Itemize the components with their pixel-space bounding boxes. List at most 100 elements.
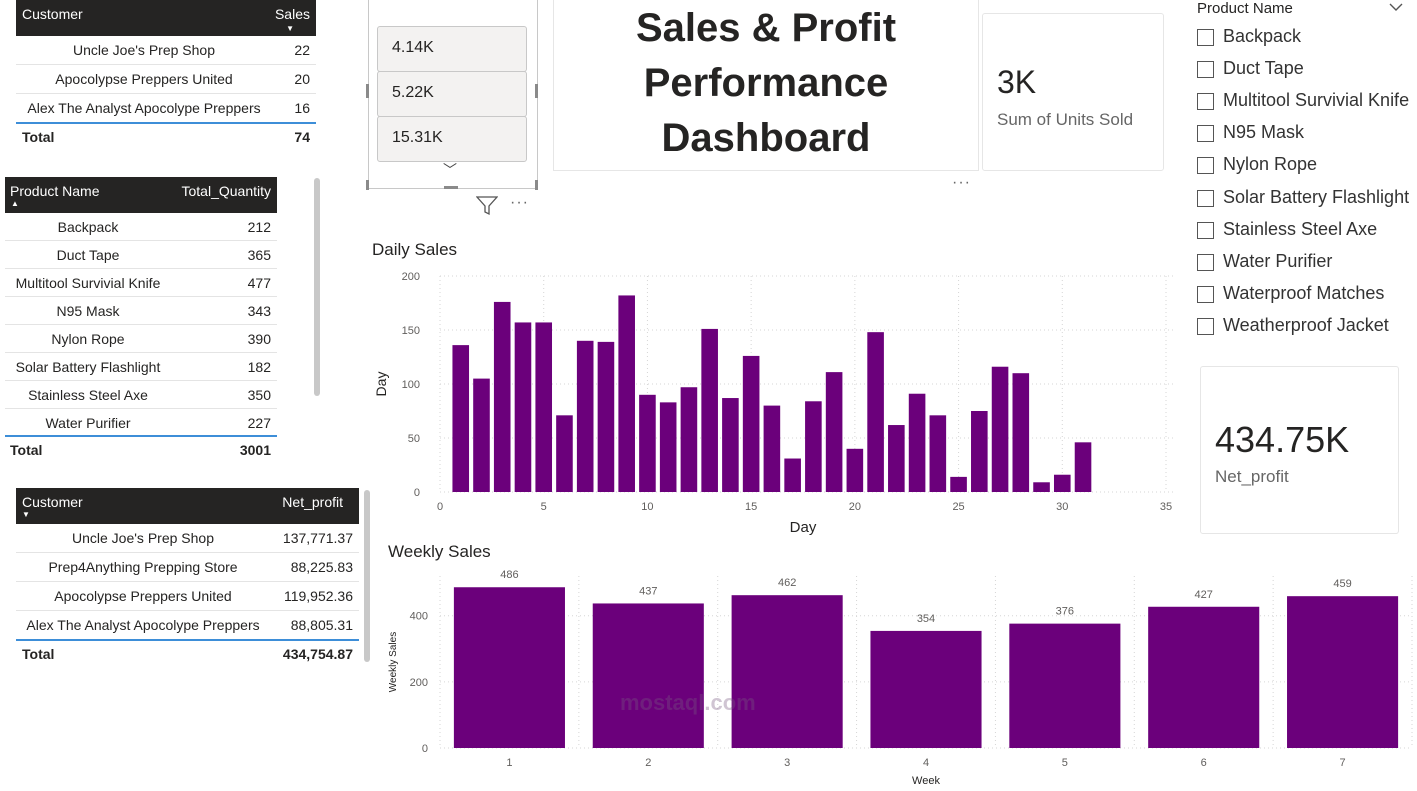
slicer-item[interactable]: 4.14K: [377, 26, 527, 72]
column-header-customer[interactable]: Customer: [22, 6, 83, 22]
y-tick-label: 50: [408, 433, 420, 445]
y-tick-label: 0: [414, 487, 420, 499]
more-options-icon[interactable]: ···: [952, 174, 971, 191]
column-header-net-profit[interactable]: Net_profit: [282, 494, 343, 510]
units-sold-card: 3K Sum of Units Sold: [982, 13, 1164, 171]
sort-descending-icon[interactable]: ▼: [286, 24, 294, 33]
x-tick-label: 2: [645, 757, 651, 769]
sort-descending-icon[interactable]: ▼: [22, 510, 30, 519]
slicer-item-label: 5.22K: [392, 84, 434, 101]
bar: [576, 340, 594, 492]
x-tick-label: 10: [641, 501, 653, 513]
column-header-sales[interactable]: Sales: [274, 6, 310, 22]
table-row[interactable]: Nylon Rope 390: [5, 325, 277, 353]
bar: [592, 603, 704, 748]
bar: [473, 378, 490, 492]
bar: [870, 630, 982, 748]
table-row[interactable]: Uncle Joe's Prep Shop 137,771.37: [16, 524, 359, 553]
y-tick-label: 0: [422, 743, 428, 755]
chevron-down-icon[interactable]: ﹀: [443, 162, 457, 178]
filter-icon[interactable]: [475, 196, 499, 221]
table-row[interactable]: Water Purifier 227: [5, 409, 277, 435]
y-tick-label: 150: [402, 325, 420, 337]
bar: [908, 393, 926, 492]
table-row[interactable]: Apocolypse Preppers United 20: [16, 65, 316, 94]
slicer-item[interactable]: 5.22K: [377, 71, 527, 117]
resize-handle[interactable]: [366, 180, 369, 190]
resize-handle[interactable]: [444, 186, 458, 189]
table-row[interactable]: Stainless Steel Axe 350: [5, 381, 277, 409]
x-tick-label: 30: [1056, 501, 1068, 513]
table-row[interactable]: Alex The Analyst Apocolype Preppers 16: [16, 94, 316, 122]
bar: [888, 425, 905, 492]
bar: [452, 345, 470, 492]
checkbox[interactable]: [1197, 29, 1214, 46]
bar: [1012, 373, 1030, 492]
profit-cell: 137,771.37: [282, 530, 353, 546]
bar: [1009, 623, 1121, 748]
x-tick-label: 7: [1340, 757, 1346, 769]
checkbox[interactable]: [1197, 93, 1214, 111]
checkbox[interactable]: [1197, 157, 1214, 175]
page-title: Performance: [643, 61, 889, 105]
checkbox[interactable]: [1197, 221, 1214, 239]
bar: [950, 476, 967, 492]
table-row[interactable]: N95 Mask 343: [5, 297, 277, 325]
customer-cell: Apocolypse Preppers United: [54, 588, 232, 604]
quantity-cell: 227: [247, 415, 271, 431]
chevron-down-icon[interactable]: [1388, 0, 1404, 19]
sales-cell: 22: [294, 42, 310, 58]
table-row[interactable]: Duct Tape 365: [5, 241, 277, 269]
x-tick-label: 5: [1062, 757, 1068, 769]
product-slicer-item-label: N95 Mask: [1223, 122, 1305, 143]
y-axis-title: Weekly Sales: [388, 632, 399, 692]
checkbox[interactable]: [1197, 61, 1214, 79]
x-tick-label: 20: [849, 501, 861, 513]
bar: [867, 332, 884, 492]
column-header-total-quantity[interactable]: Total_Quantity: [181, 183, 272, 199]
table-row[interactable]: Multitool Survivial Knife 477: [5, 269, 277, 297]
checkbox[interactable]: [1197, 285, 1214, 303]
table-row[interactable]: Prep4Anything Prepping Store 88,225.83: [16, 553, 359, 582]
table-row[interactable]: Apocolypse Preppers United 119,952.36: [16, 582, 359, 611]
product-cell: Nylon Rope: [51, 331, 125, 347]
product-slicer-item-label: Water Purifier: [1223, 250, 1333, 271]
table-row[interactable]: Backpack 212: [5, 213, 277, 241]
product-slicer-item-label: Duct Tape: [1223, 58, 1304, 79]
table-scrollbar[interactable]: [364, 490, 370, 662]
table-row[interactable]: Uncle Joe's Prep Shop 22: [16, 36, 316, 65]
bar: [731, 595, 843, 748]
y-tick-label: 400: [410, 611, 428, 623]
profit-cell: 88,225.83: [290, 559, 353, 575]
checkbox[interactable]: [1197, 189, 1214, 207]
checkbox[interactable]: [1197, 253, 1214, 271]
bar: [701, 328, 718, 492]
bar: [805, 401, 822, 492]
table-scrollbar[interactable]: [314, 178, 320, 396]
resize-handle[interactable]: [535, 180, 538, 190]
data-label: 427: [1195, 589, 1213, 601]
data-label: 354: [917, 613, 935, 625]
slicer-item[interactable]: 15.31K: [377, 116, 527, 162]
column-header-product-name[interactable]: Product Name: [10, 183, 100, 199]
table-row[interactable]: Solar Battery Flashlight 182: [5, 353, 277, 381]
product-slicer-title: Product Name: [1197, 0, 1293, 17]
daily-sales-chart: 0 50 100 150 200 0 5 10 15 20 25 30 35 Day Day: [373, 271, 1174, 536]
bar: [535, 322, 553, 492]
resize-handle[interactable]: [535, 84, 538, 98]
checkbox[interactable]: [1197, 317, 1214, 335]
more-options-icon[interactable]: ···: [510, 194, 529, 211]
x-tick-label: 15: [745, 501, 757, 513]
kpi-value: 434.75K: [1215, 419, 1350, 460]
table-total-row: Total 434,754.87: [16, 639, 359, 667]
bar: [680, 387, 698, 492]
bar: [659, 402, 677, 492]
sort-ascending-icon[interactable]: ▲: [11, 199, 19, 208]
profit-cell: 119,952.36: [283, 588, 353, 604]
table-row[interactable]: Alex The Analyst Apocolype Preppers 88,8…: [16, 611, 359, 639]
column-header-customer[interactable]: Customer: [22, 494, 83, 510]
resize-handle[interactable]: [366, 84, 369, 98]
total-value: 3001: [239, 442, 271, 458]
checkbox[interactable]: [1197, 125, 1214, 143]
x-tick-label: 1: [506, 757, 512, 769]
